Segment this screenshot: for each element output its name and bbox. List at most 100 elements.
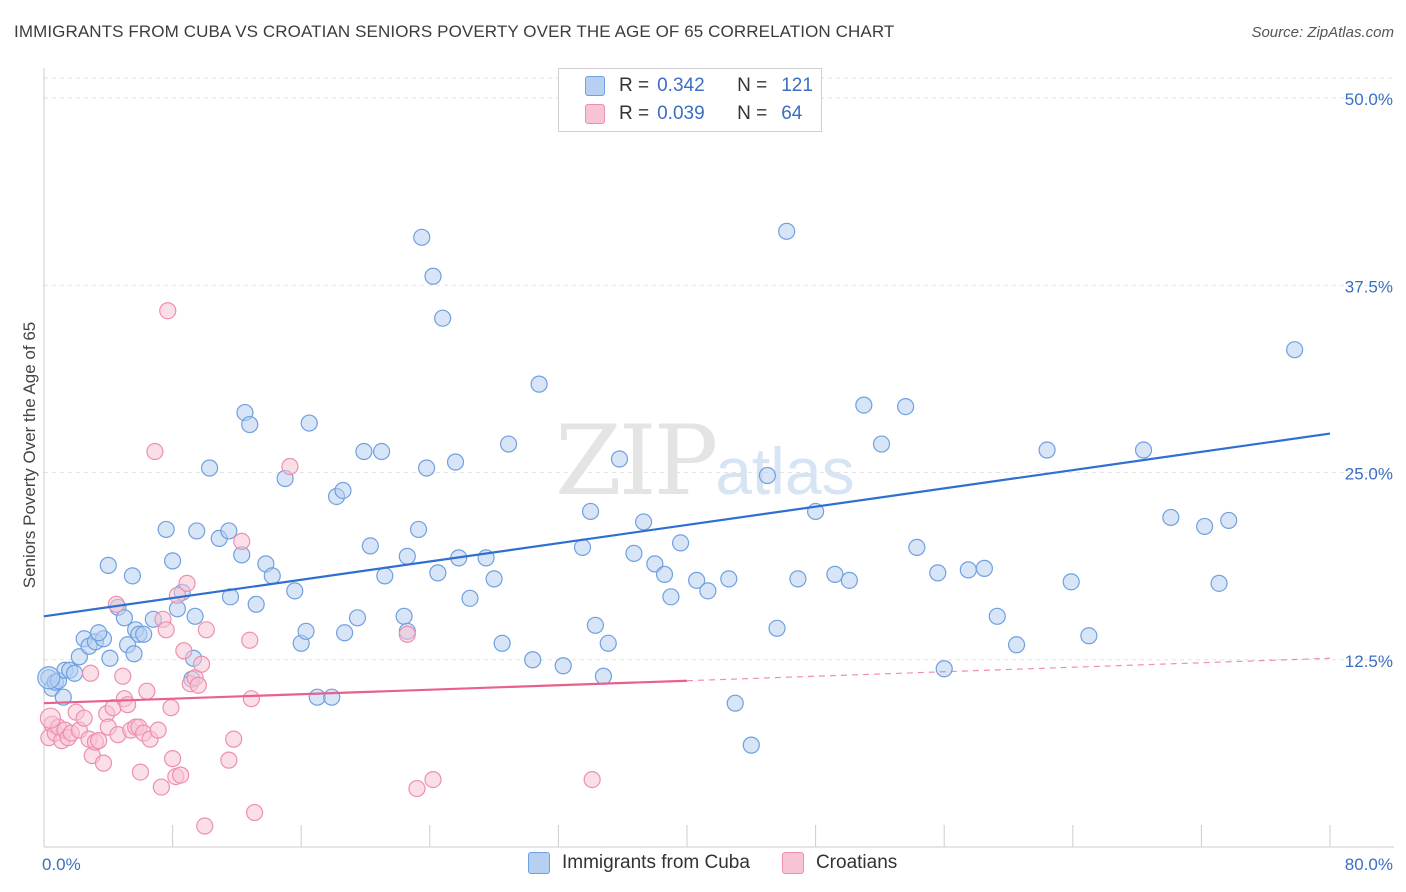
croatians-point: [197, 621, 215, 639]
cuba-point: [758, 466, 776, 485]
cuba-point: [434, 309, 452, 327]
y-tick-label: 37.5%: [1345, 277, 1393, 296]
cuba-point: [200, 459, 219, 477]
cuba-point: [395, 607, 413, 625]
cuba-point: [1162, 508, 1180, 527]
cuba-point: [297, 622, 315, 640]
bottom-legend-label-cuba: Immigrants from Cuba: [562, 852, 750, 873]
cuba-point: [1134, 441, 1153, 459]
cuba-point: [372, 442, 391, 461]
croatians-point: [192, 655, 211, 673]
legend-r-value: 0.039: [657, 103, 705, 124]
croatians-point: [172, 766, 190, 784]
cuba-point: [840, 571, 858, 589]
cuba-point: [699, 582, 717, 600]
croatians-point: [220, 751, 238, 769]
cuba-point: [123, 567, 142, 585]
croatians-point: [75, 709, 93, 727]
cuba-point: [872, 435, 891, 453]
cuba-point: [662, 588, 680, 606]
cuba-point: [493, 634, 511, 652]
cuba-point: [1038, 441, 1056, 459]
cuba-point: [446, 453, 465, 471]
cuba-point: [768, 619, 786, 637]
cuba-point: [671, 534, 690, 552]
legend-swatch-cuba: [585, 76, 605, 96]
cuba-point: [300, 414, 318, 432]
croatians-trend-line-dashed: [686, 657, 1331, 682]
x-tick-label: 80.0%: [1345, 855, 1393, 874]
croatians-point: [90, 732, 108, 750]
cuba-point: [1286, 341, 1304, 359]
watermark-atlas: atlas: [715, 434, 855, 508]
cuba-point: [524, 651, 542, 669]
cuba-point: [336, 624, 354, 642]
cuba-point: [164, 552, 182, 570]
cuba-point: [37, 666, 61, 690]
croatians-point: [94, 754, 113, 772]
legend-r-value: 0.342: [657, 75, 705, 96]
cuba-point: [929, 564, 947, 582]
legend-row-cuba: R = 0.342 N = 121: [585, 74, 813, 98]
legend-n-label: N =: [737, 75, 768, 96]
bottom-legend-label-croatians: Croatians: [815, 852, 898, 873]
croatians-point: [131, 763, 150, 781]
cuba-point: [625, 544, 643, 562]
cuba-point: [348, 609, 367, 627]
legend-n-label: N =: [737, 103, 768, 124]
cuba-point: [247, 595, 265, 613]
cuba-point: [413, 228, 431, 246]
watermark-zip: ZIP: [555, 405, 718, 517]
cuba-point: [975, 559, 993, 577]
y-tick-label: 12.5%: [1345, 652, 1393, 671]
cuba-point: [1196, 517, 1214, 536]
croatians-point: [164, 750, 182, 768]
cuba-point: [726, 694, 744, 712]
croatians-point: [241, 631, 259, 649]
cuba-point: [461, 589, 479, 607]
croatians-point: [225, 730, 243, 748]
cuba-point: [554, 657, 572, 675]
legend-n-value: 121: [781, 75, 813, 96]
croatians-point: [39, 707, 62, 729]
cuba-point: [417, 459, 436, 477]
cuba-point: [376, 567, 394, 585]
cuba-point: [220, 522, 238, 540]
cuba-point: [263, 567, 281, 585]
cuba-point: [99, 556, 117, 574]
bottom-legend: Immigrants from Cuba Croatians: [528, 852, 929, 874]
cuba-point: [186, 607, 204, 625]
cuba-point: [188, 522, 206, 540]
croatians-point: [281, 457, 299, 476]
croatians-point: [175, 642, 193, 660]
croatians-point: [82, 664, 100, 682]
cuba-point: [959, 561, 977, 579]
legend-r-label: R =: [619, 75, 650, 96]
croatians-point: [245, 803, 264, 822]
cuba-point: [988, 607, 1006, 625]
cuba-point: [409, 520, 428, 539]
cuba-point: [897, 397, 915, 416]
croatians-point: [583, 770, 601, 789]
cuba-point: [424, 267, 442, 285]
cuba-point: [485, 570, 503, 588]
cuba-point: [935, 660, 953, 678]
cuba-point: [499, 435, 518, 453]
cuba-point: [398, 547, 416, 565]
cuba-point: [286, 582, 304, 600]
bottom-legend-swatch-croatians: [781, 852, 804, 874]
cuba-point: [826, 565, 844, 583]
cuba-point: [789, 570, 807, 588]
cuba-point: [573, 538, 592, 557]
cuba-point: [855, 396, 873, 414]
cuba-point: [688, 571, 706, 589]
cuba-point: [125, 645, 143, 663]
y-tick-label: 25.0%: [1345, 465, 1393, 484]
cuba-point: [65, 664, 84, 682]
cuba-point: [594, 667, 613, 685]
croatians-point: [408, 779, 426, 798]
cuba-point: [599, 634, 617, 652]
cuba-point: [720, 570, 738, 588]
cuba-point: [101, 649, 119, 667]
